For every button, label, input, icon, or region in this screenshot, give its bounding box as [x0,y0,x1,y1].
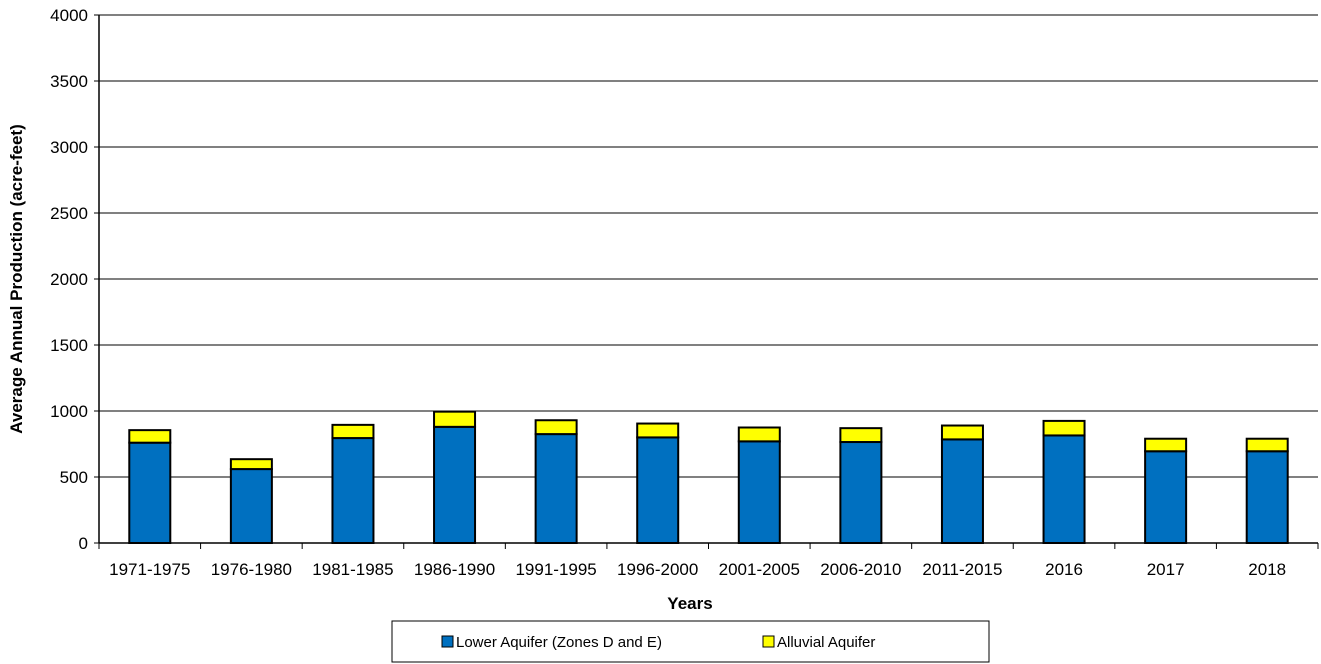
bar-alluvial-aquifer [839,427,883,444]
bar-alluvial-aquifer [1042,419,1086,437]
y-tick-label: 2000 [50,270,88,289]
bar-lower-aquifer [839,441,883,544]
bar-lower-aquifer [737,440,781,544]
y-tick-labels: 0 500 1000 1500 2000 2500 3000 3500 4000 [50,6,99,553]
bar-alluvial-aquifer [636,422,680,439]
x-tick-label: 2018 [1248,560,1286,579]
x-tick-label: 1971-1975 [109,560,190,579]
bar-lower-aquifer [636,436,680,544]
y-tick-label: 3500 [50,72,88,91]
y-tick-label: 4000 [50,6,88,25]
bar-alluvial-aquifer [737,426,781,443]
bar-alluvial-aquifer [1245,437,1289,453]
x-tick-label: 2017 [1147,560,1185,579]
bar-alluvial-aquifer [128,429,172,444]
legend: Lower Aquifer (Zones D and E) Alluvial A… [391,620,990,663]
gridlines [99,14,1318,478]
y-tick-label: 0 [79,534,88,553]
x-tick-label: 1981-1985 [312,560,393,579]
bar-lower-aquifer [331,437,375,544]
bar-lower-aquifer [1245,450,1289,545]
bar-alluvial-aquifer [534,419,578,436]
bars [128,410,1289,545]
x-tick-label: 2001-2005 [719,560,800,579]
x-tick-label: 2016 [1045,560,1083,579]
legend-label-lower-aquifer: Lower Aquifer (Zones D and E) [456,634,662,651]
bar-lower-aquifer [1144,450,1188,545]
y-tick-label: 1000 [50,402,88,421]
x-tick-label: 2011-2015 [922,560,1002,579]
bar-lower-aquifer [433,425,477,544]
legend-label-alluvial-aquifer: Alluvial Aquifer [777,634,875,651]
legend-box [391,620,990,663]
bar-alluvial-aquifer [940,424,984,441]
bar-lower-aquifer [229,468,273,544]
bar-alluvial-aquifer [433,410,477,428]
bar-lower-aquifer [128,441,172,544]
legend-swatch-alluvial-aquifer [762,635,775,648]
bar-lower-aquifer [534,433,578,545]
bar-alluvial-aquifer [1144,437,1188,453]
bar-alluvial-aquifer [229,458,273,471]
y-tick-label: 1500 [50,336,88,355]
x-tick-label: 1976-1980 [211,560,292,579]
bar-alluvial-aquifer [331,423,375,440]
bar-lower-aquifer [1042,434,1086,545]
legend-swatch-lower-aquifer [441,635,454,648]
x-tick-label: 1986-1990 [414,560,495,579]
y-tick-label: 3000 [50,138,88,157]
x-tick-label: 1991-1995 [515,560,596,579]
x-axis-title: Years [667,594,712,613]
x-tick-label: 1996-2000 [617,560,698,579]
x-tick-labels: 1971-1975 1976-1980 1981-1985 1986-1990 1991… [98,543,1319,579]
bar-lower-aquifer [940,438,984,545]
y-tick-label: 2500 [50,204,88,223]
x-tick-label: 2006-2010 [820,560,901,579]
y-axis-title: Average Annual Production (acre-feet) [7,124,26,434]
y-tick-label: 500 [60,468,88,487]
